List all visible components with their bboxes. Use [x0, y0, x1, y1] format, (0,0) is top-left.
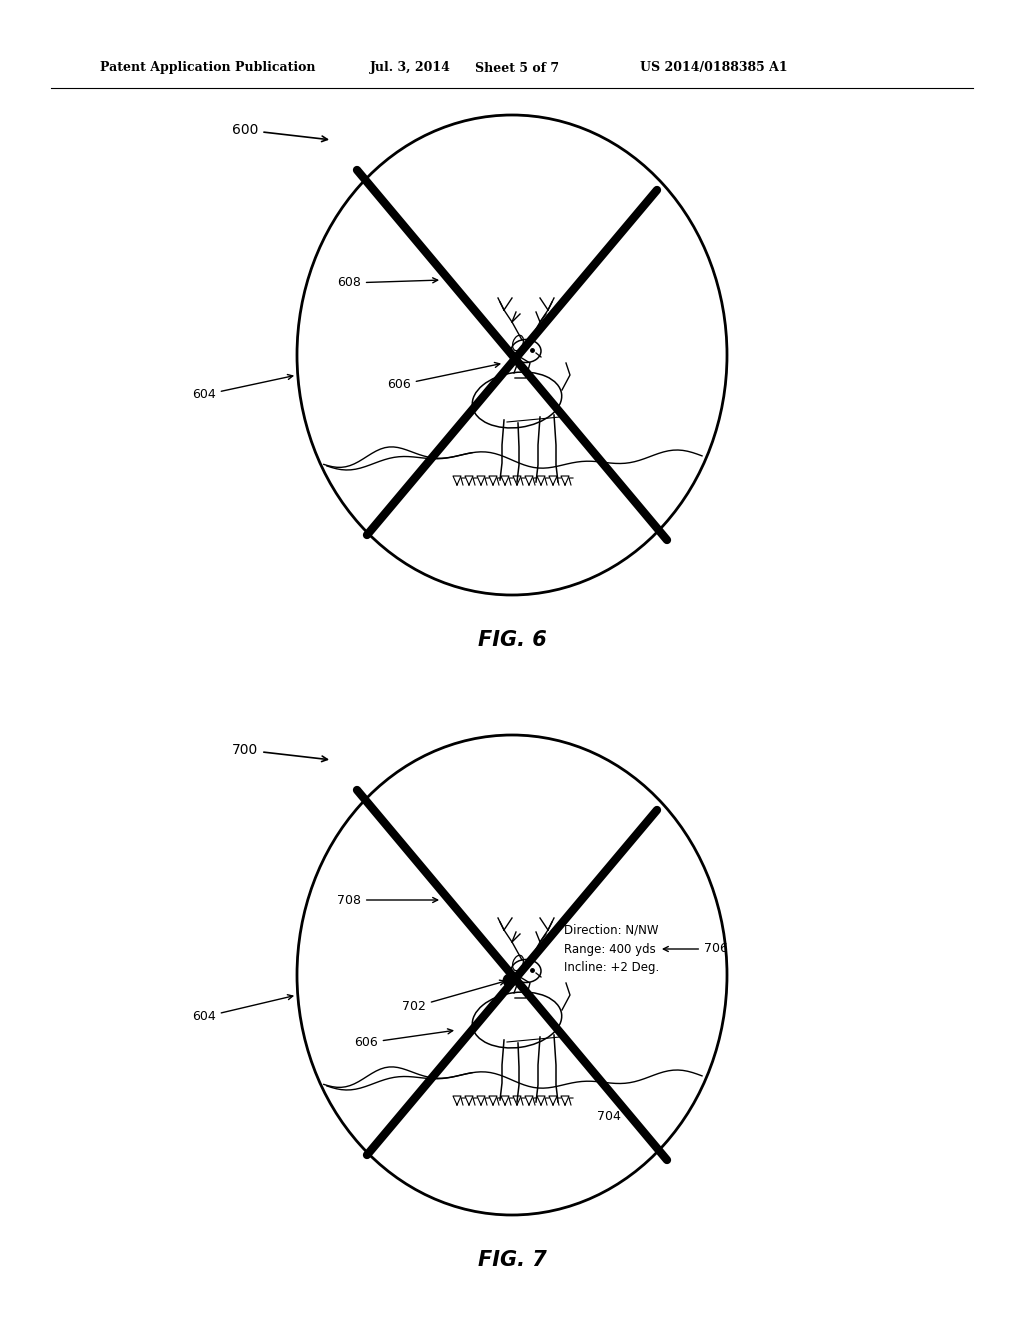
Text: 700: 700: [232, 743, 328, 762]
Text: 704: 704: [597, 1110, 621, 1123]
Text: 604: 604: [193, 375, 293, 401]
Text: Sheet 5 of 7: Sheet 5 of 7: [475, 62, 559, 74]
Text: 604: 604: [193, 995, 293, 1023]
Text: 600: 600: [232, 123, 328, 141]
Text: US 2014/0188385 A1: US 2014/0188385 A1: [640, 62, 787, 74]
Text: FIG. 6: FIG. 6: [477, 630, 547, 649]
Text: 702: 702: [402, 981, 505, 1014]
Text: 606: 606: [387, 363, 500, 392]
Text: Direction: N/NW: Direction: N/NW: [564, 924, 658, 936]
Text: Patent Application Publication: Patent Application Publication: [100, 62, 315, 74]
Text: Range: 400 yds: Range: 400 yds: [564, 942, 655, 956]
Text: Incline: +2 Deg.: Incline: +2 Deg.: [564, 961, 659, 974]
Text: FIG. 7: FIG. 7: [477, 1250, 547, 1270]
Text: 708: 708: [337, 894, 437, 907]
Text: 706: 706: [664, 942, 728, 956]
Text: 606: 606: [354, 1028, 453, 1049]
Text: 608: 608: [337, 276, 437, 289]
Text: Jul. 3, 2014: Jul. 3, 2014: [370, 62, 451, 74]
